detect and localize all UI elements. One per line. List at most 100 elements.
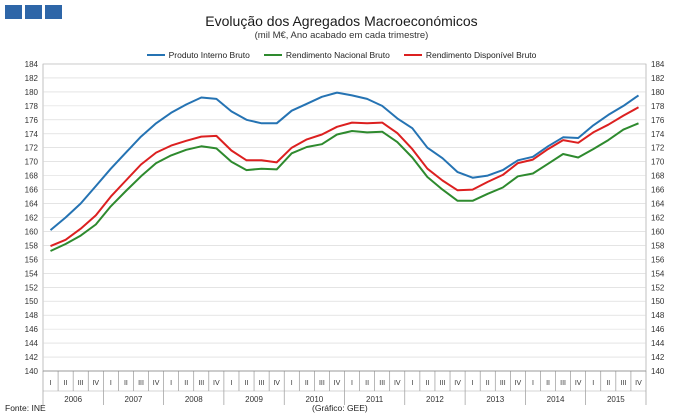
y-tick-label-left: 180: [25, 88, 39, 97]
y-tick-label-left: 174: [25, 130, 39, 139]
x-tick-label-quarter: I: [472, 380, 474, 387]
y-tick-label-left: 146: [25, 325, 39, 334]
y-tick-label-left: 170: [25, 158, 39, 167]
x-tick-label-quarter: II: [606, 380, 610, 387]
logo-square: [5, 5, 22, 19]
x-tick-label-quarter: IV: [273, 380, 280, 387]
x-tick-label-quarter: IV: [334, 380, 341, 387]
y-tick-label-left: 144: [25, 339, 39, 348]
y-tick-label-left: 152: [25, 283, 39, 292]
x-tick-label-year: 2010: [305, 395, 323, 404]
logo-square: [45, 5, 62, 19]
y-tick-label-right: 184: [651, 60, 665, 69]
y-tick-label-right: 170: [651, 158, 665, 167]
x-tick-label-quarter: III: [620, 380, 626, 387]
y-tick-label-left: 156: [25, 255, 39, 264]
x-tick-label-quarter: III: [259, 380, 265, 387]
y-tick-label-right: 142: [651, 353, 665, 362]
x-tick-label-quarter: II: [365, 380, 369, 387]
legend-swatch: [263, 54, 282, 56]
x-tick-label-year: 2011: [366, 395, 384, 404]
x-tick-label-quarter: I: [532, 380, 534, 387]
legend-label: Produto Interno Bruto: [168, 50, 250, 60]
y-tick-label-left: 168: [25, 172, 39, 181]
chart-credit: (Gráfico: GEE): [312, 403, 368, 413]
x-tick-label-quarter: III: [379, 380, 385, 387]
x-tick-label-quarter: III: [198, 380, 204, 387]
x-tick-label-quarter: IV: [394, 380, 401, 387]
x-tick-label-quarter: IV: [454, 380, 461, 387]
y-tick-label-right: 174: [651, 130, 665, 139]
y-tick-label-right: 144: [651, 339, 665, 348]
y-tick-label-right: 160: [651, 227, 665, 236]
series-line-1: [49, 91, 640, 231]
chart-legend: Produto Interno Bruto Rendimento Naciona…: [0, 50, 683, 60]
x-tick-label-year: 2006: [64, 395, 82, 404]
x-tick-label-quarter: I: [230, 380, 232, 387]
y-tick-label-right: 166: [651, 186, 665, 195]
y-tick-label-right: 148: [651, 311, 665, 320]
x-tick-label-year: 2009: [245, 395, 263, 404]
source-note: Fonte: INE: [5, 403, 46, 413]
y-tick-label-right: 152: [651, 283, 665, 292]
y-tick-label-left: 160: [25, 227, 39, 236]
legend-swatch: [146, 54, 165, 56]
x-tick-label-quarter: III: [78, 380, 84, 387]
logo-square: [25, 5, 42, 19]
legend-item-pib: Produto Interno Bruto: [146, 50, 250, 60]
y-tick-label-left: 176: [25, 116, 39, 125]
x-tick-label-quarter: III: [138, 380, 144, 387]
x-tick-label-year: 2007: [125, 395, 143, 404]
y-tick-label-right: 178: [651, 102, 665, 111]
y-tick-label-right: 156: [651, 255, 665, 264]
x-tick-label-quarter: I: [592, 380, 594, 387]
x-tick-label-quarter: IV: [635, 380, 642, 387]
chart-title: Evolução dos Agregados Macroeconómicos: [205, 13, 478, 29]
y-tick-label-right: 168: [651, 172, 665, 181]
x-tick-label-quarter: I: [411, 380, 413, 387]
legend-item-rdb: Rendimento Disponível Bruto: [403, 50, 537, 60]
y-tick-label-left: 148: [25, 311, 39, 320]
y-tick-label-left: 158: [25, 241, 39, 250]
y-tick-label-left: 164: [25, 200, 39, 209]
y-tick-label-left: 140: [25, 367, 39, 376]
x-tick-label-quarter: IV: [92, 380, 99, 387]
y-tick-label-right: 164: [651, 200, 665, 209]
y-tick-label-left: 166: [25, 186, 39, 195]
gee-logo: [5, 5, 62, 19]
x-tick-label-year: 2008: [185, 395, 203, 404]
y-tick-label-left: 184: [25, 60, 39, 69]
y-tick-label-left: 182: [25, 74, 39, 83]
x-tick-label-year: 2012: [426, 395, 444, 404]
y-tick-label-right: 154: [651, 269, 665, 278]
y-tick-label-right: 162: [651, 214, 665, 223]
x-tick-label-year: 2013: [486, 395, 504, 404]
y-tick-label-left: 178: [25, 102, 39, 111]
x-tick-label-year: 2014: [547, 395, 565, 404]
x-tick-label-quarter: II: [425, 380, 429, 387]
legend-label: Rendimento Disponível Bruto: [425, 50, 537, 60]
x-tick-label-year: 2015: [607, 395, 625, 404]
x-tick-label-quarter: II: [305, 380, 309, 387]
legend-item-rnb: Rendimento Nacional Bruto: [263, 50, 390, 60]
x-tick-label-quarter: III: [560, 380, 566, 387]
chart-subtitle: (mil M€, Ano acabado em cada trimestre): [254, 30, 429, 41]
y-tick-label-right: 146: [651, 325, 665, 334]
y-tick-label-right: 180: [651, 88, 665, 97]
x-tick-label-quarter: I: [351, 380, 353, 387]
x-tick-label-quarter: I: [50, 380, 52, 387]
x-tick-label-quarter: III: [440, 380, 446, 387]
y-tick-label-left: 150: [25, 297, 39, 306]
y-tick-label-right: 140: [651, 367, 665, 376]
y-tick-label-right: 182: [651, 74, 665, 83]
x-tick-label-quarter: II: [546, 380, 550, 387]
x-tick-label-quarter: I: [110, 380, 112, 387]
x-tick-label-quarter: IV: [213, 380, 220, 387]
x-tick-label-quarter: IV: [575, 380, 582, 387]
series-line-3: [50, 106, 639, 248]
legend-swatch: [403, 54, 422, 56]
y-tick-label-left: 154: [25, 269, 39, 278]
y-tick-label-right: 158: [651, 241, 665, 250]
x-tick-label-quarter: II: [124, 380, 128, 387]
